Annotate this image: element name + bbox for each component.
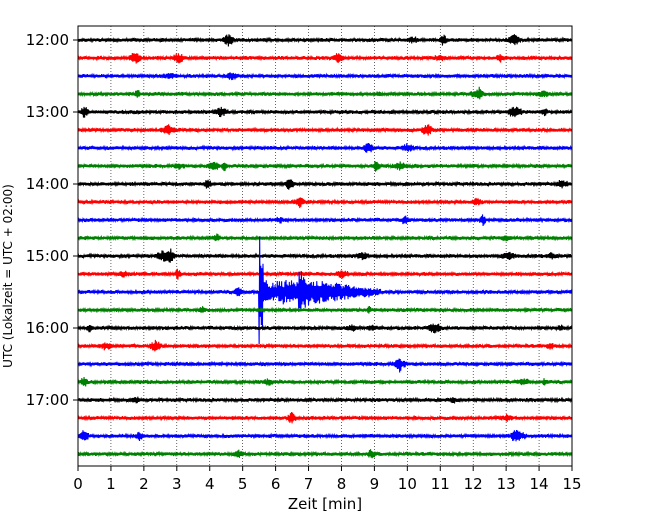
trace-row: [77, 124, 573, 136]
trace-row: [77, 377, 573, 387]
x-tick-label: 9: [370, 475, 380, 493]
trace-row: [77, 268, 573, 280]
y-tick-label: 12:00: [26, 31, 69, 49]
trace-row: [77, 412, 573, 424]
y-tick-label: 16:00: [26, 319, 69, 337]
x-tick-label: 15: [562, 475, 581, 493]
trace-row: [77, 214, 573, 226]
x-axis: 0 1 2 3 4 5 6 7 8 9 10 11 12 13 14 15: [73, 466, 582, 493]
x-tick-label: 0: [73, 475, 83, 493]
trace-layer: [77, 34, 573, 459]
x-tick-label: 11: [431, 475, 450, 493]
trace-row: [77, 429, 573, 442]
trace-row: [77, 358, 573, 373]
x-tick-label: 6: [271, 475, 281, 493]
grid-layer: [110, 26, 540, 466]
y-tick-label: 17:00: [26, 391, 69, 409]
y-tick-label: 15:00: [26, 247, 69, 265]
x-tick-label: 2: [139, 475, 149, 493]
y-tick-label: 14:00: [26, 175, 69, 193]
x-tick-label: 7: [304, 475, 314, 493]
trace-row: [77, 236, 573, 345]
trace-row: [77, 197, 573, 209]
trace-row: [77, 248, 573, 263]
trace-row: [77, 143, 573, 153]
trace-row: [77, 86, 573, 100]
x-tick-label: 1: [106, 475, 116, 493]
x-tick-label: 8: [337, 475, 347, 493]
y-tick-label: 13:00: [26, 103, 69, 121]
trace-row: [77, 72, 573, 81]
x-tick-label: 14: [530, 475, 549, 493]
x-tick-label: 3: [172, 475, 182, 493]
trace-row: [77, 323, 573, 334]
trace-row: [77, 53, 573, 64]
y-axis-label: UTC (Lokalzeit = UTC + 02:00): [1, 184, 15, 368]
x-tick-label: 13: [497, 475, 516, 493]
x-tick-label: 4: [205, 475, 215, 493]
plot-frame: [77, 25, 573, 467]
trace-row: [77, 396, 573, 404]
y-axis: 12:00 13:00 14:00 15:00 16:00 17:00: [26, 31, 78, 409]
trace-row: [77, 449, 573, 459]
x-tick-label: 5: [238, 475, 248, 493]
trace-row: [77, 233, 573, 242]
trace-row: [77, 179, 573, 190]
trace-row: [77, 306, 573, 314]
trace-row: [77, 106, 573, 118]
x-tick-label: 12: [464, 475, 483, 493]
x-axis-label: Zeit [min]: [288, 495, 362, 513]
trace-row: [77, 34, 573, 47]
trace-row: [77, 339, 573, 352]
x-tick-label: 10: [398, 475, 417, 493]
trace-row: [77, 161, 573, 172]
